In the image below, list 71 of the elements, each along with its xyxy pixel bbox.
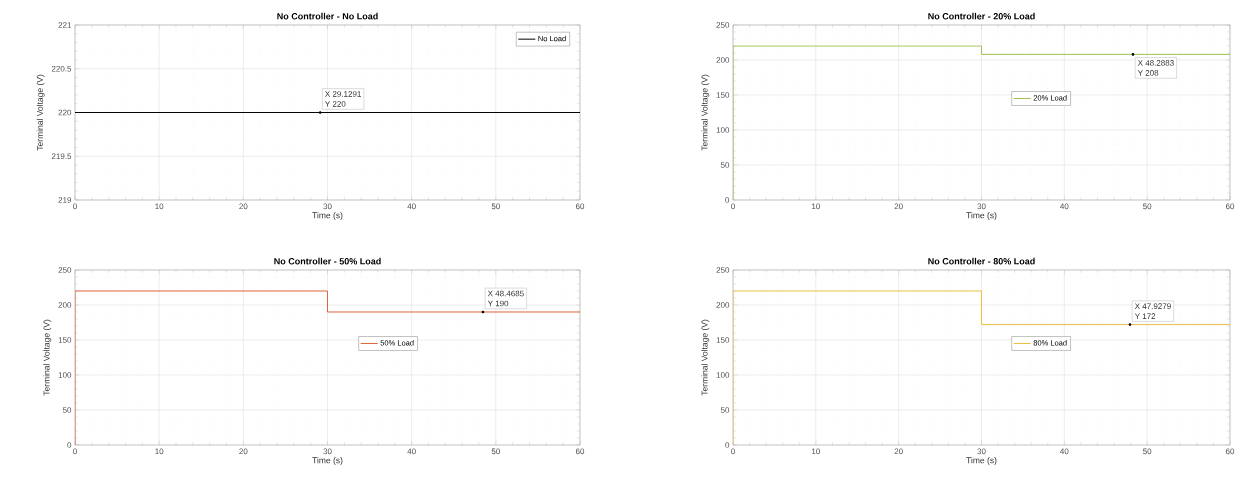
x-tick-label: 10: [812, 203, 820, 210]
y-tick-label: 50: [62, 407, 72, 413]
y-axis-title: Terminal Voltage (V): [701, 74, 710, 151]
y-tick-label: 250: [58, 267, 72, 273]
y-tick-label: 221: [58, 22, 72, 28]
x-tick-label: 0: [731, 448, 735, 455]
x-tick-label: 60: [575, 448, 585, 455]
x-tick-label: 40: [407, 203, 416, 210]
x-tick-label: 30: [323, 448, 332, 455]
annotation: X 48.4685: [487, 290, 524, 297]
annotation: Y 190: [487, 300, 509, 307]
y-tick-label: 50: [720, 407, 730, 413]
y-tick-label: 100: [716, 372, 730, 378]
annotation: Y 220: [325, 101, 346, 107]
x-tick-label: 10: [155, 448, 164, 455]
y-tick-label: 219: [58, 197, 72, 203]
x-tick-label: 40: [1060, 203, 1069, 210]
x-axis-title: Time (s): [966, 212, 997, 220]
y-tick-label: 100: [58, 372, 72, 378]
annotation: Y 172: [1134, 313, 1156, 319]
chart-title: No Controller - 20% Load: [928, 12, 1035, 20]
x-axis-title: Time (s): [966, 457, 997, 465]
x-tick-label: 10: [812, 448, 820, 455]
annotation: X 47.9279: [1134, 303, 1171, 309]
annotation: Y 208: [1137, 70, 1159, 76]
y-axis-title: Terminal Voltage (V): [701, 319, 710, 396]
chart-title: No Controller - No Load: [277, 12, 378, 20]
x-tick-label: 30: [977, 203, 986, 210]
x-tick-label: 0: [73, 203, 77, 210]
y-axis-title: Terminal Voltage (V): [36, 74, 45, 151]
x-tick-label: 40: [407, 448, 416, 455]
x-axis-title: Time (s): [312, 212, 343, 220]
y-tick-label: 220: [58, 109, 72, 116]
x-tick-label: 60: [575, 203, 585, 210]
x-tick-label: 20: [894, 203, 903, 210]
y-axis-title: Terminal Voltage (V): [43, 319, 52, 396]
y-tick-label: 0: [67, 442, 72, 448]
y-tick-label: 50: [720, 162, 730, 168]
y-tick-label: 100: [716, 127, 730, 133]
x-tick-label: 60: [1225, 448, 1235, 455]
y-tick-label: 219.5: [51, 153, 72, 160]
y-tick-label: 220.5: [51, 65, 72, 72]
x-tick-label: 50: [1143, 203, 1152, 210]
x-tick-label: 20: [894, 448, 903, 455]
chart-title: No Controller - 50% Load: [274, 257, 381, 265]
x-tick-label: 50: [1143, 448, 1152, 455]
y-tick-label: 150: [716, 337, 730, 343]
y-tick-label: 0: [725, 442, 730, 448]
x-tick-label: 30: [977, 448, 986, 455]
y-tick-label: 250: [716, 22, 730, 28]
y-tick-label: 150: [716, 92, 730, 98]
x-tick-label: 40: [1060, 448, 1069, 455]
y-tick-label: 150: [58, 337, 72, 343]
y-tick-label: 200: [716, 57, 730, 63]
y-tick-label: 250: [716, 267, 730, 273]
x-tick-label: 20: [239, 448, 248, 455]
x-tick-label: 0: [73, 448, 77, 455]
x-tick-label: 60: [1225, 203, 1235, 210]
x-tick-label: 50: [491, 203, 500, 210]
y-tick-label: 200: [716, 302, 730, 308]
x-tick-label: 30: [323, 203, 332, 210]
x-tick-label: 50: [491, 448, 500, 455]
x-tick-label: 10: [155, 203, 164, 210]
annotation: X 29.1291: [325, 91, 361, 97]
x-tick-label: 0: [731, 203, 735, 210]
y-tick-label: 0: [725, 197, 730, 203]
x-axis-title: Time (s): [312, 457, 343, 465]
annotation: X 48.2883: [1137, 60, 1174, 66]
chart-title: No Controller - 80% Load: [928, 257, 1035, 265]
x-tick-label: 20: [239, 203, 248, 210]
y-tick-label: 200: [58, 302, 72, 308]
